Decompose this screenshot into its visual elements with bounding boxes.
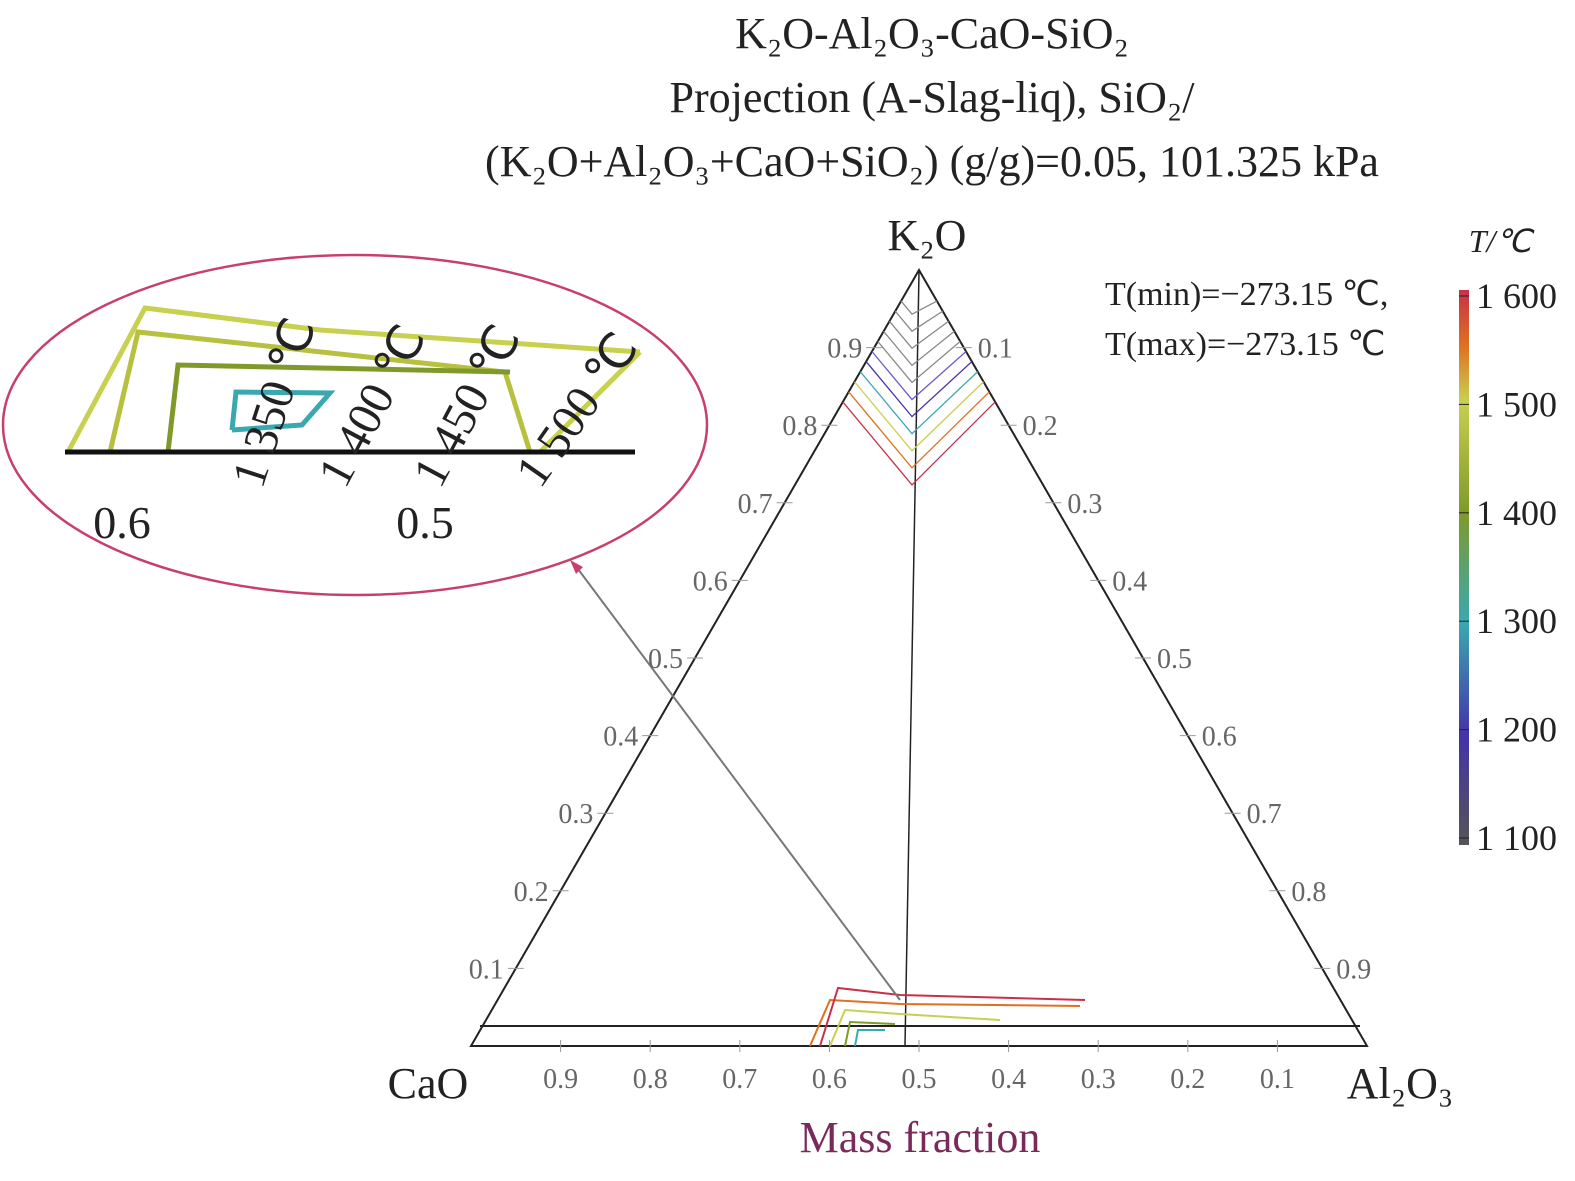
tick-label: 0.7 xyxy=(738,489,773,520)
isotherm xyxy=(871,350,967,401)
tick-label: 0.9 xyxy=(827,334,862,365)
colorbar xyxy=(1459,290,1469,845)
tick-label: 0.1 xyxy=(978,334,1013,365)
tick-label: 0.9 xyxy=(543,1064,578,1095)
tick-label: 0.9 xyxy=(1336,954,1371,985)
isotherm xyxy=(859,371,979,435)
tick-label: 0.5 xyxy=(902,1064,937,1095)
tick-label: 0.2 xyxy=(1170,1064,1205,1095)
isotherm xyxy=(842,401,996,486)
colorbar-tick-label: 1 200 xyxy=(1476,710,1557,750)
inset-tick-label: 0.6 xyxy=(93,497,151,548)
tick-label: 0.8 xyxy=(633,1064,668,1095)
isotherms-top xyxy=(842,300,996,486)
tick-label: 0.1 xyxy=(1260,1064,1295,1095)
colorbar-tick-label: 1 400 xyxy=(1476,493,1557,533)
annotation: T(max)=−273.15 ℃ xyxy=(1105,326,1385,363)
tick-label: 0.3 xyxy=(1081,1064,1116,1095)
tick-label: 0.6 xyxy=(812,1064,847,1095)
tick-label: 0.5 xyxy=(648,644,683,675)
inset-tick-label: 0.5 xyxy=(396,497,454,548)
tick-label: 0.8 xyxy=(1291,877,1326,908)
axis-label: Mass fraction xyxy=(800,1113,1041,1162)
inset-ticks: 0.6 0.5 xyxy=(93,497,454,548)
tick-label: 0.6 xyxy=(1202,722,1237,753)
tick-label: 0.2 xyxy=(514,877,549,908)
inset-isotherms xyxy=(65,305,642,454)
arrow-head xyxy=(570,560,583,574)
colorbar-tick-label: 1 600 xyxy=(1476,276,1557,316)
colorbar-tick-label: 1 500 xyxy=(1476,384,1557,424)
isotherm xyxy=(848,391,990,469)
inset-ellipse xyxy=(1,253,709,597)
tick-label: 0.3 xyxy=(1067,489,1102,520)
colorbar-tick-label: 1 100 xyxy=(1476,818,1557,858)
tick-label: 0.5 xyxy=(1157,644,1192,675)
tick-label: 0.7 xyxy=(1247,799,1282,830)
tick-label: 0.4 xyxy=(603,722,638,753)
isotherm xyxy=(883,330,955,367)
apex-label: Al₂O₃ xyxy=(1347,1059,1453,1108)
isotherm xyxy=(853,381,984,452)
tick-label: 0.2 xyxy=(1023,411,1058,442)
join-line xyxy=(904,271,920,1047)
isotherm xyxy=(865,361,973,418)
tick-label: 0.8 xyxy=(782,411,817,442)
tick-label: 0.1 xyxy=(469,954,504,985)
isotherm xyxy=(894,310,944,333)
inset-arrow xyxy=(574,564,901,1001)
isotherm xyxy=(900,300,938,315)
colorbar-tick-label: 1 300 xyxy=(1476,601,1557,641)
title-line: (K₂O+Al₂O₃+CaO+SiO₂) (g/g)=0.05, 101.325… xyxy=(485,137,1379,186)
title-line: Projection (A-Slag-liq), SiO₂/ xyxy=(670,73,1196,122)
tick-label: 0.4 xyxy=(1112,566,1147,597)
tick-label: 0.4 xyxy=(991,1064,1026,1095)
isotherm xyxy=(877,340,961,384)
apex-label: K₂O xyxy=(888,211,967,260)
ticks: 0.1 0.2 0.3 0.4 0.5 0.6 0.7 0.8 0.9 0.1 0.2 0.3 0.4 0… xyxy=(469,334,1371,1095)
colorbar-label: T/℃ xyxy=(1469,223,1536,259)
annotation: T(min)=−273.15 ℃, xyxy=(1105,276,1388,313)
isotherm xyxy=(888,320,949,350)
isotherms-bottom xyxy=(809,986,1086,1047)
tick-label: 0.3 xyxy=(558,799,593,830)
tick-label: 0.6 xyxy=(693,566,728,597)
title-line: K₂O-Al₂O₃-CaO-SiO₂ xyxy=(735,9,1129,58)
title: K₂O-Al₂O₃-CaO-SiO₂ Projection (A-Slag-li… xyxy=(485,9,1379,186)
apex-label: CaO xyxy=(388,1059,469,1108)
tick-label: 0.7 xyxy=(722,1064,757,1095)
